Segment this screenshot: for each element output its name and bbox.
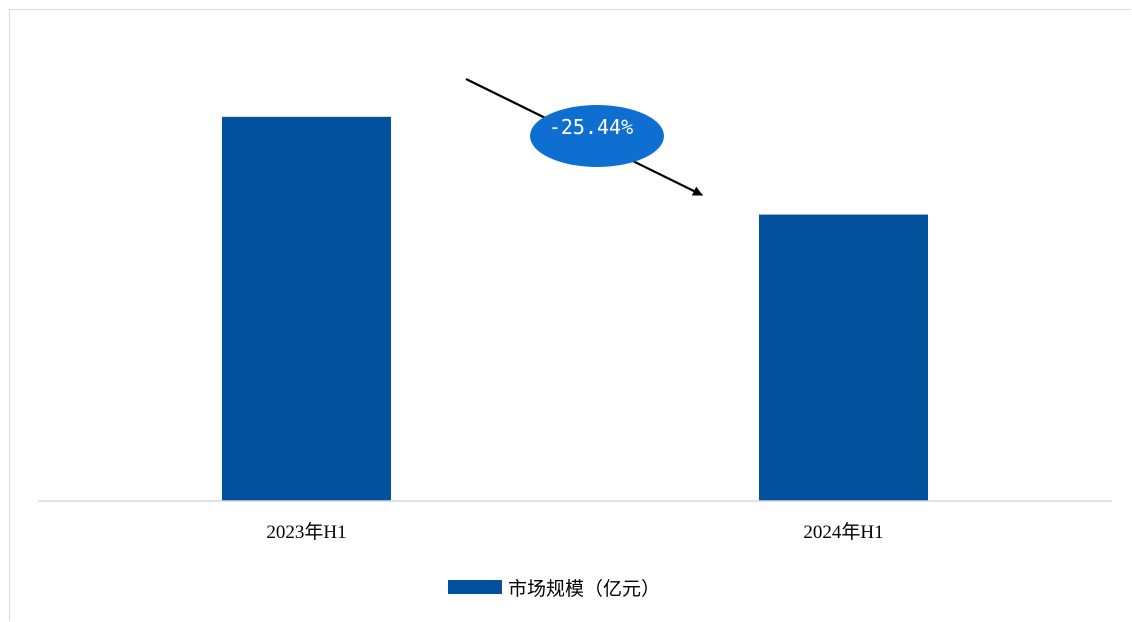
x-tick-label: 2023年H1: [266, 521, 346, 543]
bar-1: [759, 214, 928, 501]
change-label: -25.44%: [549, 115, 633, 139]
change-annotation: -25.44%: [465, 78, 703, 196]
change-callout: [530, 105, 664, 167]
legend: 市场规模（亿元）: [448, 578, 660, 600]
legend-label: 市场规模（亿元）: [508, 578, 660, 600]
bars-layer: [222, 116, 928, 501]
chart-frame: [9, 9, 1131, 621]
legend-swatch: [448, 580, 502, 594]
bar-0: [222, 116, 391, 501]
x-tick-labels: 2023年H1 2024年H1: [266, 521, 883, 543]
x-tick-label: 2024年H1: [803, 521, 883, 543]
